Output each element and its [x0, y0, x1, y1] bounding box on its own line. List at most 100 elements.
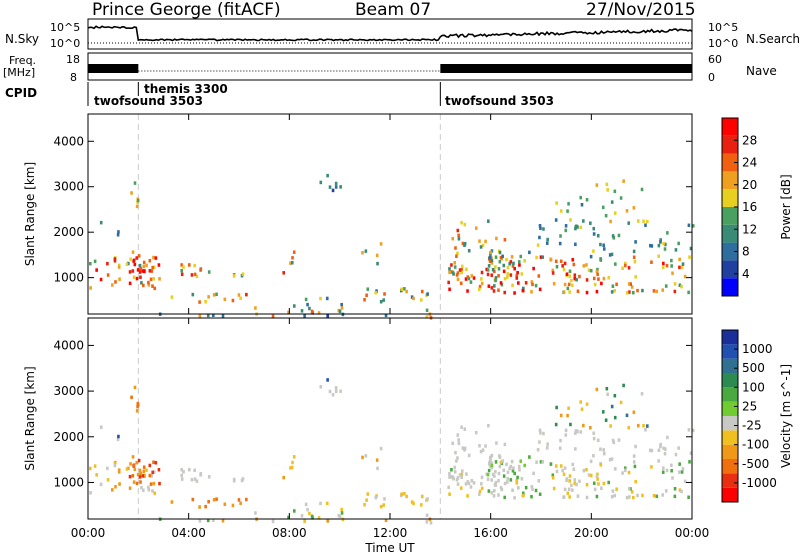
velocity-cell [500, 487, 504, 492]
power-cell [592, 226, 596, 231]
velocity-cell [646, 424, 649, 428]
velocity-cell [613, 393, 617, 398]
velocity-cell [453, 470, 457, 474]
velocity-cell [554, 422, 558, 427]
power-cell [486, 268, 490, 272]
power-cell [106, 261, 109, 266]
velocity-cell [453, 465, 457, 470]
velocity-cell [513, 471, 516, 476]
velocity-cell [528, 455, 531, 459]
power-cell [595, 289, 599, 294]
velocity-cell [448, 492, 451, 496]
velocity-cell [326, 519, 329, 523]
power-cell [212, 293, 216, 297]
velocity-cell [141, 474, 145, 478]
velocity-cell [649, 448, 652, 453]
power-cell [361, 250, 364, 255]
power-cell [447, 280, 450, 285]
velocity-cell [451, 441, 455, 446]
power-cell [237, 293, 241, 297]
power-cell [494, 265, 497, 269]
power-cell [567, 282, 571, 287]
velocity-cell [595, 474, 599, 479]
velocity-cell [157, 468, 161, 472]
power-cell [325, 296, 329, 301]
power-cell [193, 272, 197, 277]
velocity-cell [592, 436, 596, 441]
power-cell [592, 276, 596, 281]
velocity-cell [492, 494, 496, 498]
power-cell [304, 297, 308, 302]
velocity-cell [384, 518, 388, 523]
power-cell [687, 223, 691, 228]
velocity-cell [382, 503, 385, 507]
velocity-colorbar-tick-label: -500 [742, 457, 769, 471]
power-cell [451, 236, 455, 241]
power-cell [493, 284, 496, 288]
power-cell [158, 277, 161, 281]
power-cell [457, 237, 461, 241]
power-cell [642, 219, 645, 223]
velocity-cell [563, 487, 567, 492]
velocity-cell [454, 450, 457, 455]
velocity-cell [190, 477, 194, 482]
velocity-cell [505, 462, 508, 467]
power-cell [678, 257, 681, 262]
velocity-cell [632, 454, 636, 458]
velocity-cell [666, 435, 669, 440]
x-tick-label: 12:00 [373, 526, 408, 540]
power-cell [568, 274, 571, 278]
power-cell [481, 243, 485, 248]
power-cell [455, 254, 458, 259]
velocity-cell [460, 475, 463, 479]
power-cell [632, 249, 636, 254]
power-cell [562, 267, 566, 272]
velocity-cell [497, 478, 500, 483]
velocity-cell [602, 481, 606, 486]
power-cell [517, 260, 521, 264]
power-cell [538, 224, 542, 228]
cpid-segment-1: themis 3300 [144, 82, 228, 96]
velocity-cell [494, 480, 498, 485]
power-cell [576, 289, 580, 294]
velocity-cell [361, 455, 364, 460]
power-cell [300, 309, 304, 313]
velocity-cell [116, 437, 120, 442]
velocity-cell [303, 519, 306, 523]
power-cell [545, 241, 549, 245]
velocity-cell [150, 474, 154, 478]
power-cell [89, 261, 92, 266]
velocity-cell [532, 471, 535, 476]
power-cell [582, 219, 585, 223]
power-cell [568, 290, 571, 294]
power-cell [592, 232, 596, 236]
velocity-cell [300, 514, 304, 518]
velocity-cell [480, 482, 483, 486]
power-colorbar-swatch [722, 242, 738, 261]
power-cell [456, 228, 460, 233]
power-cell [460, 220, 463, 225]
velocity-cell [448, 475, 451, 479]
power-cell [241, 272, 245, 276]
velocity-cell [379, 446, 383, 451]
velocity-cell [106, 466, 109, 471]
velocity-cell [650, 448, 654, 453]
velocity-colorbar-tick-label: -100 [742, 438, 769, 452]
power-cell [290, 260, 294, 265]
power-cell [664, 284, 668, 288]
power-cell [207, 270, 211, 274]
velocity-cell [448, 471, 451, 476]
velocity-colorbar-swatch [722, 416, 738, 431]
velocity-cell [665, 468, 669, 473]
velocity-cell [488, 464, 492, 468]
velocity-cell [652, 494, 656, 498]
power-cell [187, 263, 191, 267]
power-cell [687, 290, 690, 295]
velocity-cell [99, 425, 103, 429]
power-cell [326, 173, 329, 178]
velocity-cell [457, 438, 460, 442]
velocity-cell [180, 467, 184, 472]
velocity-cell [600, 486, 603, 491]
power-cell [211, 313, 215, 318]
velocity-cell [366, 492, 370, 496]
